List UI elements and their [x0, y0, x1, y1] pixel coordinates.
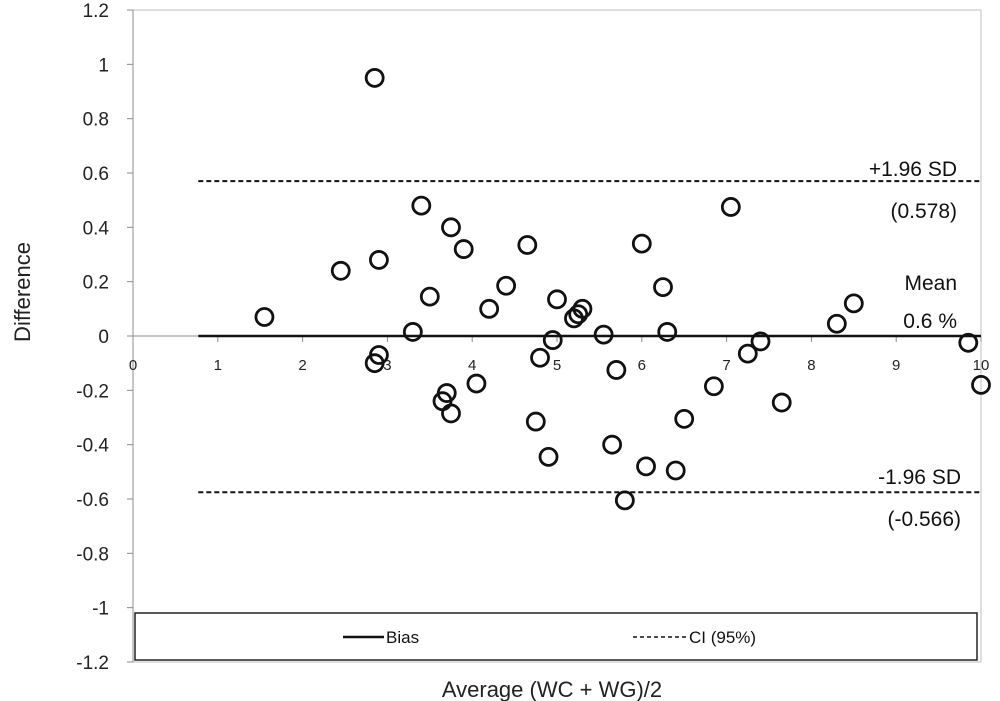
data-point [653, 277, 673, 298]
x-tick-label: 7 [722, 357, 730, 374]
data-point [826, 313, 847, 334]
x-tick-label: 5 [553, 357, 561, 374]
data-point [614, 490, 635, 511]
y-tick-label: 0.4 [83, 218, 110, 239]
x-tick-label: 2 [298, 357, 306, 374]
mean-value: 0.6 % [903, 310, 957, 333]
y-tick-label: 1.2 [83, 1, 109, 22]
data-point [602, 434, 623, 455]
legend: Bias CI (95%) [134, 612, 978, 661]
data-point [971, 374, 991, 395]
x-tick-label: 9 [892, 357, 900, 374]
lower-limit-value: (-0.566) [887, 508, 961, 531]
x-tick-label: 10 [973, 357, 990, 374]
data-point [441, 217, 461, 238]
y-tick-label: 0.6 [83, 164, 109, 185]
y-axis-tick-labels: 1.2 1 0.8 0.6 0.4 0.2 0 -0.2 -0.4 -0.6 -0.8 -1 -1.2 [76, 1, 109, 674]
data-point [411, 195, 432, 216]
data-point [572, 298, 593, 319]
x-tick-label: 1 [214, 357, 222, 374]
x-tick-label: 8 [807, 357, 815, 374]
data-point [479, 298, 500, 319]
data-point [517, 235, 538, 255]
lower-limit-label: -1.96 SD [878, 466, 961, 489]
upper-limit-value: (0.578) [890, 200, 957, 223]
y-tick-label: -0.8 [76, 544, 109, 565]
data-point [538, 446, 559, 467]
data-point [453, 239, 474, 259]
y-tick-label: 0 [98, 327, 109, 348]
x-tick-label: 6 [638, 357, 646, 374]
mean-label: Mean [904, 272, 957, 295]
data-point [674, 408, 695, 429]
legend-box [134, 612, 978, 661]
reference-lines [198, 180, 981, 494]
data-point [525, 411, 546, 432]
data-point [720, 197, 741, 217]
x-tick-label: 0 [129, 357, 137, 374]
y-axis-title: Difference [10, 242, 35, 342]
upper-limit-label: +1.96 SD [869, 158, 957, 181]
data-point [631, 233, 652, 254]
data-point [402, 322, 423, 342]
y-tick-label: -0.6 [76, 490, 109, 511]
x-tick-label: 4 [468, 357, 476, 374]
data-point [542, 330, 563, 350]
legend-ci-label: CI (95%) [689, 628, 756, 647]
y-tick-label: 1 [98, 55, 109, 76]
data-point [330, 260, 351, 281]
data-point [419, 286, 440, 307]
data-point [703, 376, 724, 397]
legend-bias-label: Bias [386, 628, 419, 647]
data-point [466, 373, 487, 394]
data-point [665, 460, 686, 481]
data-point [568, 304, 589, 325]
data-point [636, 456, 656, 477]
x-axis-title: Average (WC + WG)/2 [442, 677, 662, 701]
y-tick-label: 0.2 [83, 273, 109, 294]
y-tick-label: 0.8 [83, 110, 109, 131]
data-point [441, 403, 461, 424]
data-point [364, 68, 385, 88]
data-point [593, 324, 614, 345]
data-point [750, 331, 771, 352]
y-tick-label: -0.2 [76, 381, 109, 402]
data-point [606, 360, 627, 380]
y-axis-ticks [127, 9, 133, 663]
data-point [436, 383, 457, 403]
data-point [657, 322, 678, 342]
data-points [254, 68, 991, 511]
data-point [843, 293, 864, 314]
y-tick-label: -1.2 [76, 653, 109, 674]
x-tick-label: 3 [383, 357, 391, 374]
data-point [496, 275, 517, 296]
data-point [369, 250, 389, 270]
data-point [737, 343, 758, 364]
data-point [958, 332, 979, 353]
data-point [254, 307, 275, 327]
y-tick-label: -0.4 [76, 436, 109, 457]
x-axis: 0 1 2 3 4 5 6 7 8 9 10 [129, 335, 990, 374]
data-point [530, 347, 550, 368]
data-point [547, 289, 567, 310]
y-tick-label: -1 [92, 599, 109, 620]
data-point [364, 353, 385, 374]
data-point [771, 392, 792, 413]
